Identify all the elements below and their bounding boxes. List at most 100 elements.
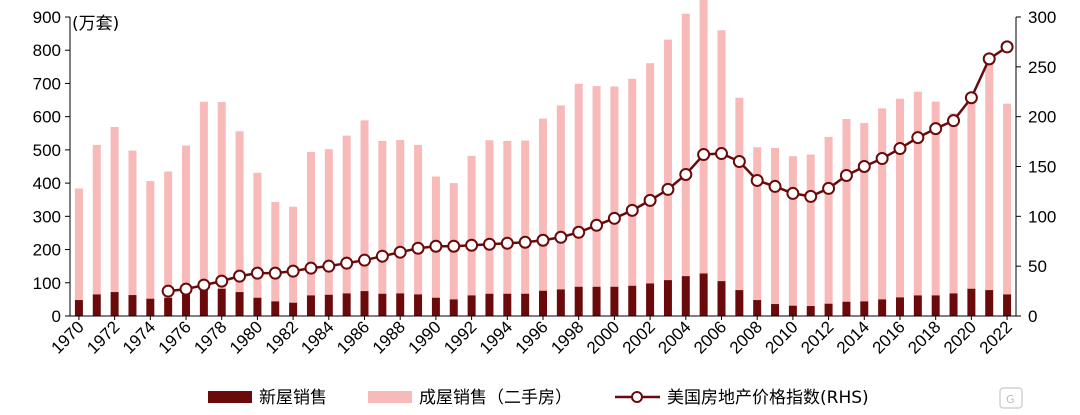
- x-tick-label: 1974: [119, 317, 159, 357]
- bar-new-home-sales-1986: [360, 291, 369, 316]
- bar-new-home-sales-2004: [681, 276, 690, 316]
- bar-new-home-sales-1983: [306, 295, 315, 316]
- price-index-point-1981: [268, 266, 282, 280]
- bar-new-home-sales-2000: [610, 286, 619, 316]
- price-index-point-1997: [554, 230, 568, 244]
- left-y-tick-label: 700: [33, 74, 61, 93]
- left-y-tick-label: 800: [33, 41, 61, 60]
- bar-new-home-sales-1971: [92, 294, 101, 316]
- bar-existing-home-sales-1988: [396, 139, 405, 294]
- bar-new-home-sales-1987: [378, 293, 387, 316]
- bar-new-home-sales-1990: [431, 297, 440, 316]
- price-index-point-1985: [340, 256, 354, 270]
- x-tick-label: 1990: [405, 317, 445, 357]
- bar-new-home-sales-2016: [895, 297, 904, 316]
- bar-existing-home-sales-1989: [414, 144, 423, 295]
- bar-existing-home-sales-1990: [431, 176, 440, 298]
- bar-existing-home-sales-1982: [289, 206, 298, 303]
- price-index-point-1994: [500, 236, 514, 250]
- bar-new-home-sales-1999: [592, 286, 601, 316]
- bar-existing-home-sales-2022: [1003, 103, 1012, 295]
- left-y-tick-label: 900: [33, 8, 61, 27]
- x-tick-label: 1994: [476, 317, 516, 357]
- bar-new-home-sales-1984: [324, 294, 333, 316]
- bar-existing-home-sales-2011: [806, 154, 815, 307]
- x-tick-label: 2022: [976, 317, 1016, 357]
- bar-new-home-sales-1995: [521, 293, 530, 316]
- bar-existing-home-sales-1978: [217, 102, 226, 289]
- bar-existing-home-sales-1999: [592, 86, 601, 287]
- bar-existing-home-sales-1981: [271, 202, 280, 302]
- bar-new-home-sales-2018: [931, 295, 940, 316]
- bar-existing-home-sales-2004: [681, 13, 690, 277]
- svg-text:G: G: [1006, 393, 1015, 406]
- bar-new-home-sales-2015: [878, 299, 887, 316]
- x-tick-label: 2012: [797, 317, 837, 357]
- price-index-point-2010: [786, 186, 800, 200]
- bar-existing-home-sales-2009: [771, 147, 780, 305]
- price-index-point-2015: [875, 152, 889, 166]
- index-line-layer: [161, 40, 1014, 298]
- bar-existing-home-sales-1998: [574, 83, 583, 287]
- legend-label-new-home-sales: 新屋销售: [259, 388, 327, 408]
- price-index-point-1978: [215, 274, 229, 288]
- x-tick-label: 1984: [297, 317, 337, 357]
- left-y-tick-label: 100: [33, 274, 61, 293]
- bar-existing-home-sales-1983: [306, 151, 315, 296]
- price-index-point-1982: [286, 264, 300, 278]
- bar-existing-home-sales-1972: [110, 126, 119, 293]
- x-tick-label: 2006: [690, 317, 730, 357]
- x-tick-label: 2008: [726, 317, 766, 357]
- price-index-point-1983: [304, 261, 318, 275]
- price-index-point-1991: [447, 239, 461, 253]
- bar-existing-home-sales-2013: [842, 118, 851, 302]
- bar-existing-home-sales-1992: [467, 155, 476, 296]
- bar-new-home-sales-2021: [985, 290, 994, 316]
- price-index-point-2019: [947, 114, 961, 128]
- right-y-tick-label: 0: [1028, 307, 1037, 326]
- left-y-tick-label: 600: [33, 108, 61, 127]
- price-index-point-1995: [518, 235, 532, 249]
- legend-label-price-index: 美国房地产价格指数(RHS): [667, 388, 869, 408]
- price-index-point-1989: [411, 241, 425, 255]
- bar-new-home-sales-2022: [1003, 294, 1012, 316]
- price-index-point-1999: [590, 218, 604, 232]
- x-tick-label: 2004: [654, 317, 694, 357]
- bar-existing-home-sales-1995: [521, 140, 530, 294]
- bar-new-home-sales-2007: [735, 290, 744, 316]
- x-tick-label: 1998: [547, 317, 587, 357]
- price-index-point-1996: [536, 233, 550, 247]
- bar-new-home-sales-2011: [806, 306, 815, 316]
- x-tick-label: 1972: [83, 317, 123, 357]
- bar-new-home-sales-1974: [146, 298, 155, 316]
- bar-existing-home-sales-2005: [699, 0, 708, 274]
- price-index-point-2004: [679, 167, 693, 181]
- bar-existing-home-sales-2002: [646, 63, 655, 284]
- price-index-point-2013: [839, 168, 853, 182]
- price-index-point-2014: [857, 160, 871, 173]
- right-y-tick-label: 50: [1028, 257, 1047, 276]
- bar-new-home-sales-2019: [949, 293, 958, 316]
- x-tick-label: 1980: [226, 317, 266, 357]
- x-tick-label: 2010: [762, 317, 802, 357]
- x-tick-label: 2018: [904, 317, 944, 357]
- price-index-point-2022: [1000, 40, 1014, 54]
- right-y-tick-label: 300: [1028, 8, 1056, 27]
- price-index-point-1975: [161, 284, 175, 298]
- bar-existing-home-sales-2008: [753, 147, 762, 301]
- x-tick-label: 1988: [369, 317, 409, 357]
- bar-new-home-sales-1972: [110, 292, 119, 316]
- left-y-tick-label: 200: [33, 241, 61, 260]
- bar-existing-home-sales-2020: [967, 97, 976, 289]
- x-tick-label: 2000: [583, 317, 623, 357]
- price-index-point-2017: [911, 131, 925, 145]
- y-axis-unit-label: (万套): [72, 14, 119, 34]
- bar-existing-home-sales-1975: [164, 171, 173, 298]
- bar-new-home-sales-1970: [74, 300, 83, 316]
- bar-existing-home-sales-1994: [503, 140, 512, 294]
- bar-new-home-sales-1991: [449, 299, 458, 316]
- bar-new-home-sales-1975: [164, 297, 173, 316]
- x-tick-label: 2002: [619, 317, 659, 357]
- price-index-point-2001: [625, 203, 639, 217]
- price-index-point-1990: [429, 239, 443, 253]
